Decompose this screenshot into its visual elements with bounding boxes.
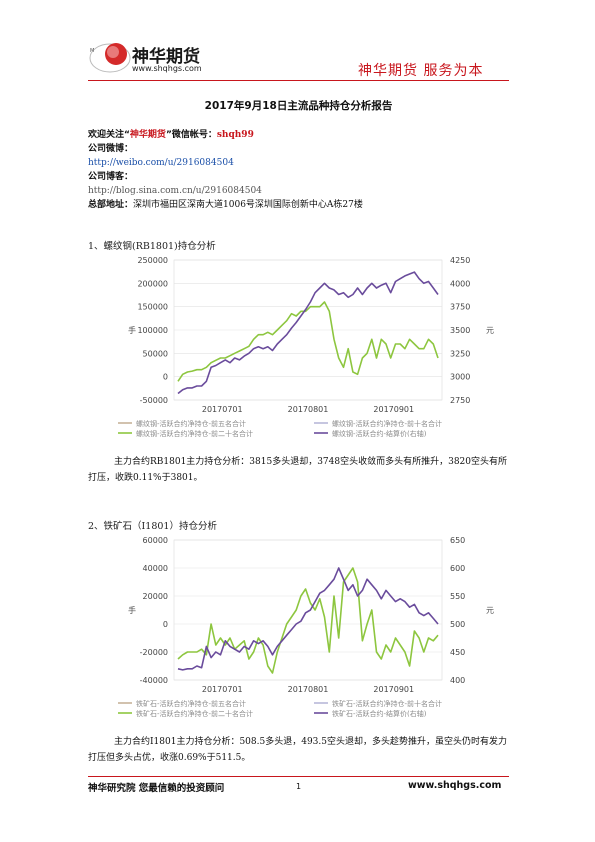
blog-label: 公司博客： [88,172,134,182]
legend-label: 螺纹钢-活跃合约-结算价(右轴) [332,429,427,438]
y-left-axis-label: 手 [128,325,136,335]
address-line: 总部地址：深圳市福田区深南大道1006号深圳国际创新中心A栋27楼 [88,198,518,212]
report-title: 2017年9月18日主流品种持仓分析报告 [204,100,393,112]
y-right-tick-label: 500 [450,620,465,629]
y-left-tick-label: 100000 [137,326,168,335]
blog-link[interactable]: http://blog.sina.com.cn/u/2916084504 [88,186,262,196]
y-right-tick-label: 600 [450,564,465,573]
wechat-id: shqh99 [216,130,254,140]
series-line [177,567,439,671]
y-right-tick-label: 4250 [450,256,470,265]
weibo-link[interactable]: http://weibo.com/u/2916084504 [88,158,234,168]
x-tick-label: 20170801 [288,685,329,694]
svg-text:M: M [90,48,94,54]
y-left-tick-label: 50000 [143,349,168,358]
legend-label: 螺纹钢-活跃合约净持仓-前十名合计 [332,419,442,428]
y-left-tick-label: 250000 [137,256,168,265]
y-left-tick-label: 40000 [143,564,168,573]
y-right-tick-label: 550 [450,592,465,601]
y-right-axis-label: 元 [486,326,494,335]
footer-left: 神华研究院 您最信赖的投资顾问 [88,783,225,794]
header-divider [88,80,509,81]
follow-suffix: ”微信帐号： [165,130,217,140]
series-line [177,271,439,395]
y-left-axis-label: 手 [128,605,136,615]
y-left-tick-label: 20000 [143,592,168,601]
x-tick-label: 20170901 [373,405,414,414]
y-right-tick-label: 3000 [450,373,470,382]
footer-divider [88,776,509,777]
y-right-tick-label: 4000 [450,279,470,288]
legend-label: 铁矿石-活跃合约净持仓-前二十名合计 [136,709,253,718]
y-right-axis-label: 元 [486,606,494,615]
follow-brand: 神华期货 [129,130,166,140]
x-tick-label: 20170801 [288,405,329,414]
address-text: 深圳市福田区深南大道1006号深圳国际创新中心A栋27楼 [133,200,363,210]
follow-prefix: 欢迎关注“ [88,130,130,140]
y-right-tick-label: 400 [450,676,465,685]
y-right-tick-label: 2750 [450,396,470,405]
y-left-tick-label: -50000 [140,396,168,405]
x-tick-label: 20170901 [373,685,414,694]
y-left-tick-label: 0 [163,620,168,629]
series-line [177,567,439,674]
section-paragraph-rebar: 主力合约RB1801主力持仓分析：3815多头退却，3748空头收敛而多头有所推… [88,457,508,483]
page-number: 1 [296,782,302,791]
y-right-tick-label: 450 [450,648,465,657]
weibo-label: 公司微博： [88,144,134,154]
section-heading-rebar: 1、螺纹钢(RB1801)持仓分析 [88,241,216,252]
logo-globe-icon: M [89,43,131,73]
y-left-tick-label: 0 [163,373,168,382]
logo-url: www.shqhgs.com [132,64,202,73]
x-tick-label: 20170701 [202,405,243,414]
chart-iron-ore: 60000 40000 20000 0 -20000 -40000 650 600 550 500… [112,532,504,734]
chart-rebar: 250000 200000 150000 100000 50000 0 -50000 4250… [112,252,504,454]
plot-area [173,539,443,681]
legend-label: 铁矿石-活跃合约净持仓-前十名合计 [332,699,442,708]
chart-rebar-svg: 250000 200000 150000 100000 50000 0 -50000 4250… [118,256,494,438]
wechat-line: 欢迎关注“神华期货”微信帐号：shqh99 [88,128,518,142]
y-left-tick-label: 200000 [137,279,168,288]
y-right-tick-label: 650 [450,536,465,545]
y-right-tick-label: 3750 [450,303,470,312]
y-left-tick-label: 150000 [137,303,168,312]
section-heading-iron-ore: 2、铁矿石（I1801）持仓分析 [88,521,217,532]
address-label: 总部地址： [88,200,134,210]
y-left-tick-label: -20000 [140,648,168,657]
y-right-tick-label: 3250 [450,349,470,358]
legend-label: 铁矿石-活跃合约净持仓-前五名合计 [136,699,246,708]
y-right-tick-label: 3500 [450,326,470,335]
legend-label: 螺纹钢-活跃合约净持仓-前五名合计 [136,419,246,428]
x-tick-label: 20170701 [202,685,243,694]
y-left-tick-label: 60000 [143,536,168,545]
series-line [177,301,439,382]
section-paragraph-iron-ore: 主力合约I1801主力持仓分析：508.5多头退，493.5空头退却，多头趁势推… [88,737,507,763]
footer-url[interactable]: www.shqhgs.com [408,780,502,791]
contact-info: 欢迎关注“神华期货”微信帐号：shqh99 公司微博： http://weibo… [88,128,518,212]
chart-iron-ore-svg: 60000 40000 20000 0 -20000 -40000 650 600 550 500… [118,536,494,718]
header-slogan: 神华期货 服务为本 [358,63,484,79]
legend-label: 铁矿石-活跃合约-结算价(右轴) [332,709,427,718]
legend-label: 螺纹钢-活跃合约净持仓-前二十名合计 [136,429,253,438]
logo-brand-name: 神华期货 [132,47,200,67]
y-left-tick-label: -40000 [140,676,168,685]
company-logo: M 神华期货 www.shqhgs.com [88,40,218,76]
